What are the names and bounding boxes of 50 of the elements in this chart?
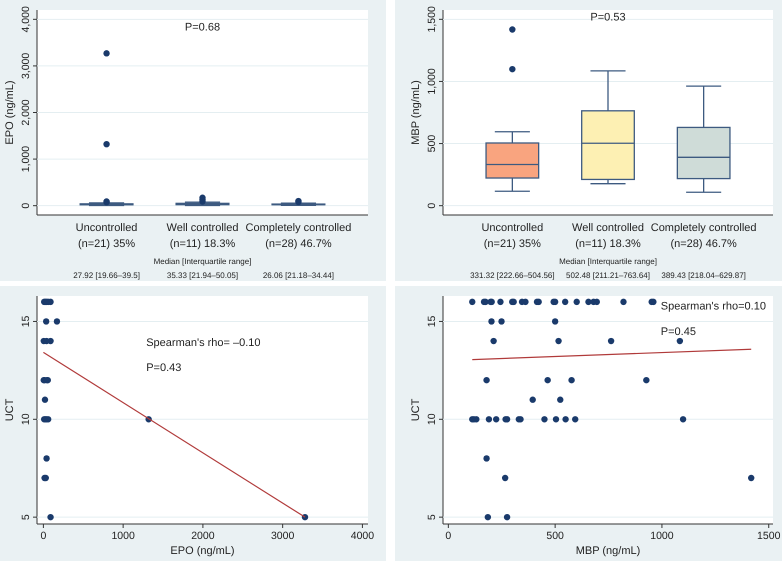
y-axis-title: EPO (ng/mL) — [4, 80, 16, 145]
text: 26.06 [21.18–34.44] — [262, 271, 334, 280]
x-tick-label: 4000 — [350, 530, 374, 542]
x-tick-label: 3000 — [270, 530, 294, 542]
annotation: P=0.68 — [184, 22, 220, 34]
y-tick-label: 15 — [426, 315, 438, 328]
y-tick-label: 10 — [426, 413, 438, 426]
y-tick-label: 5 — [20, 514, 32, 520]
text: 27.92 [19.66–39.5] — [73, 271, 140, 280]
x-tick-label: 0 — [445, 530, 452, 542]
text: Median [Interquartile range] — [154, 257, 252, 266]
annotation: Spearman's rho= –0.10 — [146, 337, 261, 350]
x-tick-label: Uncontrolled (n=21) 35% — [76, 222, 138, 250]
y-axis-title: MBP (ng/mL) — [410, 80, 422, 145]
x-tick-label: 1500 — [757, 530, 781, 542]
y-tick-label: 10 — [20, 413, 32, 426]
x-tick-label: Well controlled (n=11) 18.3% — [166, 222, 238, 250]
y-tick-label: 1,000 — [426, 68, 438, 95]
text: 389.43 [218.04–629.87] — [661, 271, 746, 280]
x-tick-label: 1000 — [111, 530, 135, 542]
y-tick-label: 3,000 — [20, 52, 32, 80]
x-tick-label: Completely controlled (n=28) 46.7% — [650, 222, 757, 250]
text: 331.32 [222.66–504.56] — [470, 271, 555, 280]
x-tick-label: 500 — [546, 530, 564, 542]
x-tick-label: Completely controlled (n=28) 46.7% — [246, 222, 352, 250]
y-tick-label: 2,000 — [20, 99, 32, 126]
x-tick-label: 1000 — [650, 530, 674, 542]
text: 35.33 [21.94–50.05] — [166, 271, 238, 280]
y-tick-label: 0 — [426, 202, 438, 209]
x-tick-label: Uncontrolled (n=21) 35% — [481, 222, 544, 250]
y-tick-label: 5 — [426, 514, 438, 520]
y-axis-title: UCT — [4, 398, 16, 422]
x-tick-label: 0 — [40, 530, 46, 542]
y-tick-label: 0 — [20, 202, 32, 209]
annotation: P=0.53 — [590, 11, 626, 24]
y-axis-title: UCT — [410, 398, 422, 422]
x-tick-label: Well controlled (n=11) 18.3% — [572, 222, 644, 250]
annotation: P=0.45 — [660, 326, 696, 338]
x-tick-label: 2000 — [191, 530, 215, 542]
y-tick-label: 1,500 — [426, 6, 438, 32]
annotation: P=0.43 — [146, 362, 182, 374]
y-tick-label: 500 — [426, 134, 438, 152]
x-axis-title: MBP (ng/mL) — [576, 545, 640, 557]
annotation: Spearman's rho=0.10 — [660, 300, 766, 313]
y-tick-label: 4,000 — [20, 6, 32, 32]
y-tick-label: 15 — [20, 315, 32, 328]
text: Median [Interquartile range] — [559, 257, 657, 266]
x-axis-title: EPO (ng/mL) — [170, 545, 235, 557]
y-tick-label: 1,000 — [20, 146, 32, 172]
text: 502.48 [211.21–763.64] — [566, 271, 650, 280]
